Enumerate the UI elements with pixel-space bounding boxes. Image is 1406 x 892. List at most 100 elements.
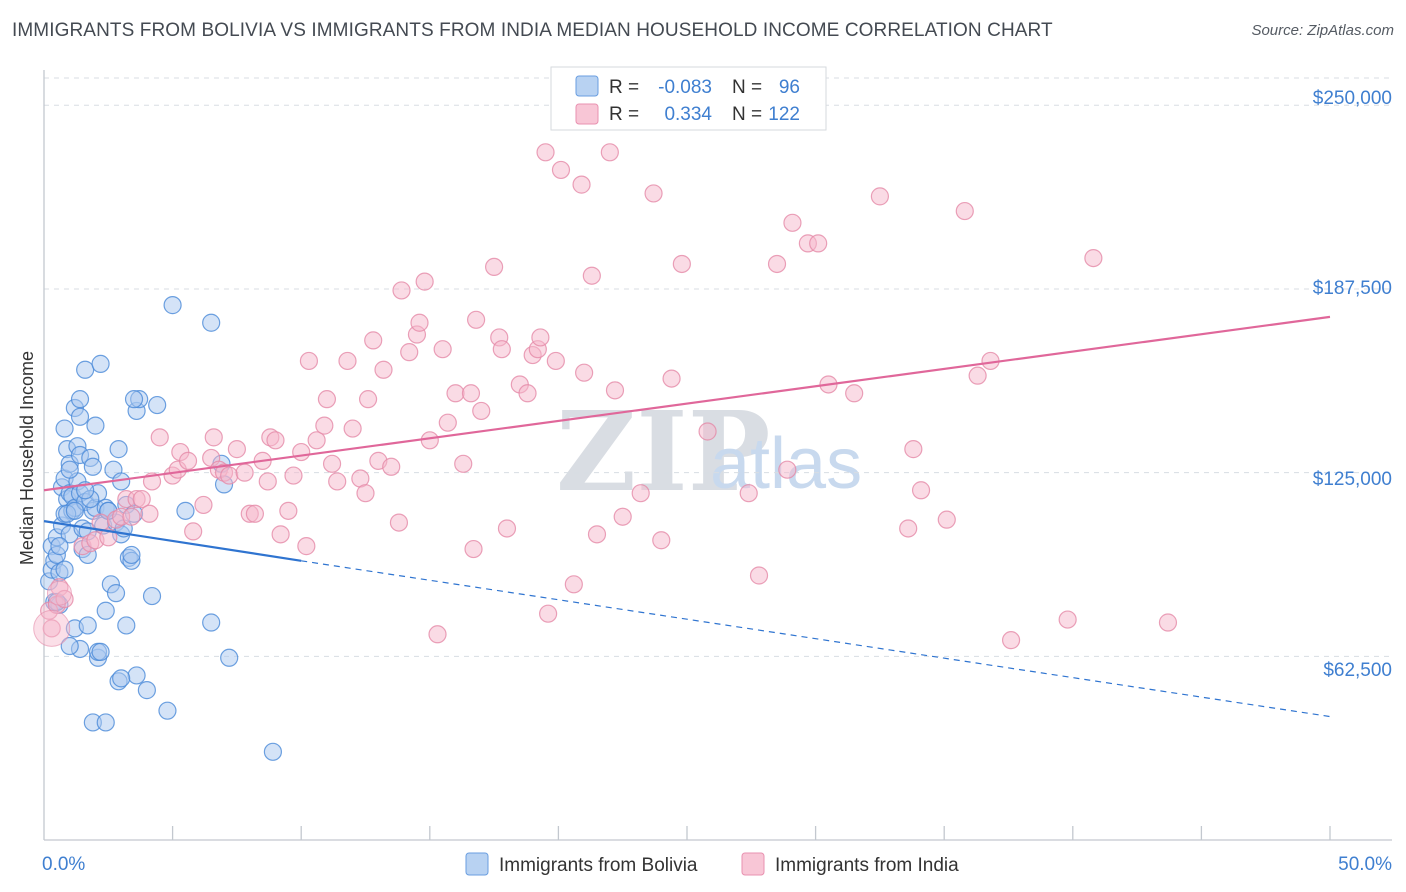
india-point — [551, 160, 571, 180]
india-point — [1084, 248, 1103, 268]
india-point — [461, 384, 481, 403]
india-point — [767, 254, 787, 274]
bolivia-point — [117, 616, 136, 635]
india-point — [317, 390, 337, 409]
india-point — [1058, 610, 1077, 629]
legend-bolivia-r-label: R = — [609, 77, 639, 98]
bolivia-point — [202, 313, 221, 332]
bolivia-trend-extrapolation — [301, 560, 1331, 718]
india-point — [1158, 613, 1178, 632]
series-legend: Immigrants from Bolivia Immigrants from … — [465, 852, 959, 876]
india-point — [438, 413, 457, 432]
india-point — [122, 507, 141, 526]
legend-india-r-label: R = — [609, 104, 639, 125]
india-point — [410, 313, 429, 332]
india-point — [322, 454, 342, 473]
legend-india-n-value: 122 — [768, 104, 800, 125]
india-point — [644, 184, 663, 203]
india-point — [446, 384, 465, 403]
bottom-legend-bolivia-label: Immigrants from Bolivia — [499, 855, 698, 876]
india-point — [292, 442, 311, 462]
bolivia-point — [65, 501, 84, 520]
india-point — [1001, 631, 1021, 650]
chart-title: IMMIGRANTS FROM BOLIVIA VS IMMIGRANTS FR… — [12, 20, 1053, 41]
legend-bolivia-n-value: 96 — [779, 77, 800, 98]
india-point — [652, 531, 671, 550]
bolivia-point — [263, 742, 283, 761]
india-point — [356, 484, 375, 503]
bolivia-point — [124, 390, 144, 409]
india-trend-line — [43, 315, 1331, 492]
india-point — [315, 416, 334, 435]
india-point — [778, 460, 797, 479]
india-point — [99, 528, 118, 547]
india-point — [809, 234, 828, 253]
india-point — [955, 201, 974, 221]
india-point — [739, 484, 758, 503]
india-point — [485, 257, 504, 277]
y-tick-label-125000: $125,000 — [1313, 469, 1392, 490]
bolivia-point — [78, 616, 97, 635]
india-point — [613, 507, 632, 526]
india-point — [575, 363, 594, 382]
bolivia-point — [109, 440, 128, 459]
india-point — [299, 351, 319, 371]
india-point — [364, 331, 383, 350]
india-point — [497, 519, 517, 538]
source-label: Source: ZipAtlas.com — [1251, 22, 1394, 39]
y-tick-label-187500: $187,500 — [1313, 278, 1392, 299]
y-axis-title: Median Household Income — [17, 351, 37, 565]
india-point — [392, 281, 411, 300]
india-point — [572, 175, 591, 194]
legend-india-swatch — [575, 103, 599, 125]
bolivia-point — [158, 701, 177, 720]
india-point — [307, 431, 326, 450]
bolivia-point — [148, 395, 167, 415]
india-point — [539, 604, 558, 623]
india-point — [937, 510, 956, 529]
india-point — [904, 440, 923, 459]
bolivia-point — [106, 584, 126, 603]
bolivia-point — [202, 613, 221, 632]
india-cluster-point — [46, 580, 72, 606]
y-tick-label-250000: $250,000 — [1313, 88, 1392, 109]
india-point — [382, 457, 401, 476]
india-point — [55, 589, 74, 609]
india-point — [284, 466, 303, 485]
india-cluster-point — [33, 609, 71, 647]
bolivia-point — [122, 545, 141, 565]
india-point — [235, 463, 254, 482]
bolivia-point — [127, 666, 146, 685]
india-point — [433, 340, 452, 359]
axis-layer — [43, 70, 1392, 841]
india-point — [845, 384, 864, 403]
x-tick-label-max: 50.0% — [1338, 854, 1392, 875]
india-point — [546, 351, 565, 371]
legend-bolivia-n-label: N = — [732, 77, 762, 98]
india-point — [178, 451, 198, 470]
correlation-legend: R = -0.083 N = 96 R = 0.334 N = 122 — [550, 66, 827, 131]
india-point — [258, 472, 277, 491]
legend-india-r-value: 0.334 — [664, 104, 712, 125]
india-point — [531, 328, 550, 347]
india-point — [472, 401, 491, 421]
india-point — [204, 428, 223, 447]
bolivia-point — [96, 601, 115, 620]
bolivia-point — [112, 669, 131, 688]
india-point — [564, 575, 583, 594]
india-point — [194, 495, 213, 515]
bolivia-point — [60, 460, 79, 479]
india-point — [428, 625, 447, 644]
india-point — [245, 504, 265, 523]
india-point — [464, 539, 483, 559]
india-point — [672, 254, 691, 274]
india-point — [400, 343, 419, 362]
india-point — [271, 525, 290, 544]
india-point — [466, 310, 486, 329]
india-point — [600, 143, 619, 162]
grid-layer — [44, 77, 1392, 657]
bolivia-point — [96, 713, 115, 732]
india-point — [297, 537, 316, 556]
bottom-legend-bolivia-swatch — [465, 852, 489, 876]
